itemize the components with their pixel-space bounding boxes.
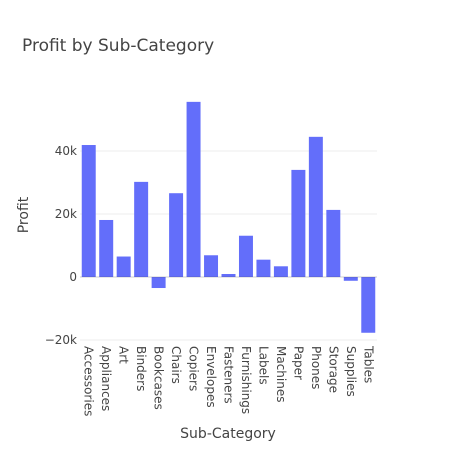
y-tick-label: 0	[69, 270, 77, 284]
x-tick-label: Fasteners	[222, 346, 236, 404]
bar-accessories	[81, 145, 96, 277]
bar-furnishings	[238, 235, 253, 277]
bar-binders	[134, 181, 149, 277]
x-tick-labels: Accessories Appliances Art Binders Bookcases…	[82, 345, 376, 416]
x-tick-label: Storage	[326, 346, 340, 393]
y-tick-label: 20k	[55, 207, 77, 221]
bar-machines	[273, 266, 288, 277]
x-tick-label: Machines	[274, 346, 288, 402]
bar-appliances	[99, 219, 114, 277]
bar-fasteners	[221, 274, 236, 277]
bar-paper	[291, 169, 306, 277]
bar-chairs	[169, 193, 184, 277]
bar-supplies	[343, 277, 358, 281]
y-axis-title: Profit	[16, 196, 32, 233]
bars	[81, 101, 376, 333]
x-tick-label: Furnishings	[239, 346, 253, 414]
x-tick-label: Supplies	[344, 346, 358, 397]
x-tick-label: Phones	[309, 346, 323, 389]
x-tick-label: Tables	[361, 345, 375, 383]
bar-storage	[326, 209, 341, 277]
x-tick-label: Bookcases	[152, 346, 166, 410]
bar-copiers	[186, 101, 201, 277]
y-tick-label: −20k	[45, 333, 77, 347]
x-tick-label: Labels	[256, 346, 270, 385]
bar-art	[116, 256, 131, 277]
x-tick-label: Art	[117, 346, 131, 364]
x-tick-label: Chairs	[169, 346, 183, 384]
y-tick-label: 40k	[55, 144, 77, 158]
y-tick-labels: −20k 0 20k 40k	[45, 144, 77, 347]
x-axis-title: Sub-Category	[180, 426, 276, 442]
x-tick-label: Accessories	[82, 346, 96, 416]
chart-title: Profit by Sub-Category	[22, 36, 214, 56]
bar-envelopes	[204, 255, 219, 277]
x-tick-label: Appliances	[99, 346, 113, 411]
bar-phones	[308, 136, 323, 277]
x-tick-label: Copiers	[187, 346, 201, 391]
bar-tables	[361, 277, 376, 333]
x-tick-label: Paper	[291, 346, 305, 380]
bar-bookcases	[151, 277, 166, 289]
bar-labels	[256, 259, 271, 277]
x-tick-label: Binders	[134, 346, 148, 391]
x-tick-label: Envelopes	[204, 346, 218, 408]
